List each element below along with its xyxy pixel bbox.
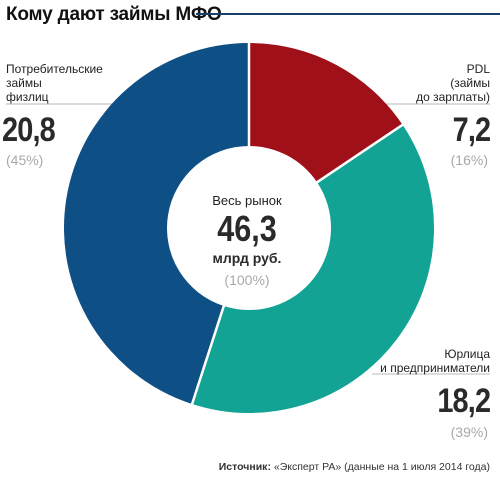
slice-business — [192, 124, 435, 414]
slice-percent-business: (39%) — [450, 424, 488, 440]
slice-label-line: займы — [6, 76, 42, 90]
slice-percent-consumer: (45%) — [6, 152, 44, 168]
slice-label-pdl: PDL (займы до зарплаты) — [416, 62, 490, 104]
slice-consumer — [63, 43, 249, 405]
slice-value-pdl: 7,2 — [452, 111, 490, 149]
slice-value-business: 18,2 — [437, 382, 491, 420]
source-label: Источник: — [218, 461, 271, 473]
total-label: Весь рынок — [212, 193, 282, 208]
slice-label-line: (займы — [450, 76, 490, 90]
slice-pdl — [249, 43, 403, 183]
slice-label-line: и предприниматели — [380, 361, 490, 375]
slice-percent-pdl: (16%) — [450, 152, 488, 168]
slice-separator — [190, 304, 226, 406]
total-value: 46,3 — [217, 208, 277, 249]
slice-separator — [315, 123, 405, 184]
slice-label-business: Юрлица и предприниматели — [380, 347, 490, 375]
source-text: «Эксперт РА» (данные на 1 июля 2014 года… — [273, 461, 490, 473]
slice-label-line: до зарплаты) — [416, 90, 490, 104]
slice-label-line: Юрлица — [444, 347, 490, 361]
chart-title: Кому дают займы МФО — [6, 4, 222, 25]
slice-label-line: физлиц — [6, 90, 49, 104]
slice-value-consumer: 20,8 — [2, 111, 56, 149]
slice-label-line: Потребительские — [6, 62, 103, 76]
slice-label-line: PDL — [466, 62, 490, 76]
total-unit: млрд руб. — [212, 250, 282, 266]
title-rule — [196, 13, 500, 15]
source-note: Источник: «Эксперт РА» (данные на 1 июля… — [219, 461, 490, 473]
total-percent: (100%) — [224, 272, 270, 288]
slice-label-consumer: Потребительские займы физлиц — [6, 62, 103, 104]
